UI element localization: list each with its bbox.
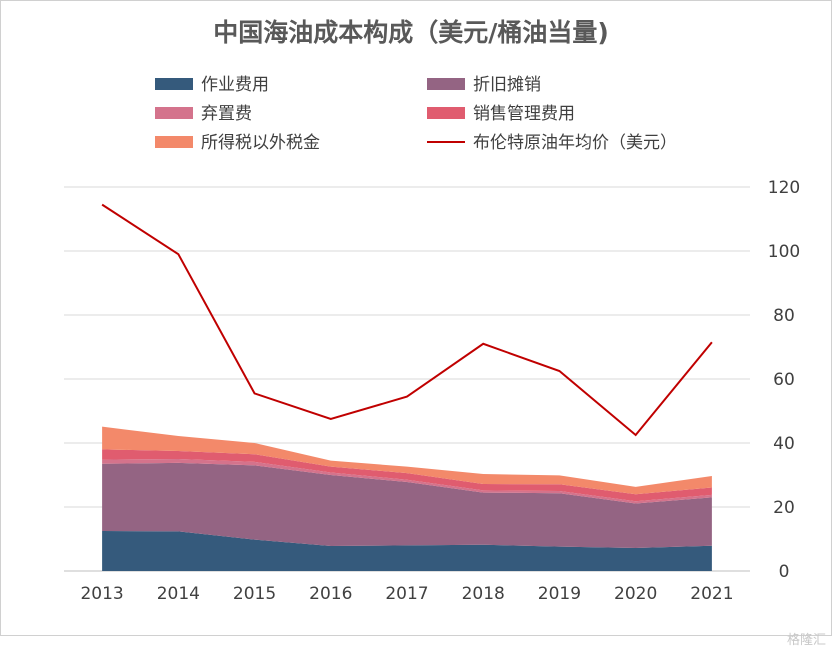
- chart-frame: [0, 0, 832, 636]
- legend-label: 作业费用: [201, 75, 269, 95]
- y-tick-label: 80: [773, 306, 795, 326]
- area-弃置费: [102, 459, 712, 504]
- legend-swatch: [155, 136, 193, 148]
- area-折旧摊销: [102, 462, 712, 548]
- legend-label: 销售管理费用: [473, 104, 575, 124]
- legend-label: 所得税以外税金: [201, 133, 320, 153]
- x-tick-label: 2019: [538, 584, 581, 604]
- x-tick-label: 2016: [309, 584, 352, 604]
- y-tick-label: 20: [773, 498, 795, 518]
- x-tick-label: 2021: [690, 584, 733, 604]
- legend-label: 弃置费: [201, 104, 252, 124]
- area-作业费用: [102, 531, 712, 571]
- legend-swatch: [427, 107, 465, 119]
- legend-swatch: [155, 107, 193, 119]
- line-series: [101, 203, 713, 437]
- area-所得税以外税金: [102, 426, 712, 495]
- y-tick-label: 60: [773, 370, 795, 390]
- stacked-areas: [102, 426, 712, 571]
- legend-swatch: [427, 78, 465, 90]
- x-tick-label: 2017: [385, 584, 428, 604]
- axes: 0 20 40 60 80 100 120 2013 2014 2015 2016 2017 2018 2…: [80, 178, 800, 604]
- x-tick-label: 2018: [462, 584, 505, 604]
- y-tick-label: 100: [768, 242, 800, 262]
- legend-swatch: [155, 78, 193, 90]
- legend-label: 折旧摊销: [473, 75, 541, 95]
- y-tick-label: 40: [773, 434, 795, 454]
- legend-label: 布伦特原油年均价（美元）: [473, 133, 677, 153]
- y-tick-label: 0: [779, 562, 790, 582]
- x-tick-label: 2013: [80, 584, 123, 604]
- watermark: 格隆汇: [786, 633, 826, 648]
- x-tick-label: 2014: [157, 584, 200, 604]
- x-tick-label: 2020: [614, 584, 657, 604]
- area-销售管理费用: [102, 449, 712, 502]
- chart-title: 中国海油成本构成（美元/桶油当量): [213, 18, 609, 47]
- x-tick-label: 2015: [233, 584, 276, 604]
- price-line: [101, 203, 713, 437]
- y-tick-label: 120: [768, 178, 800, 198]
